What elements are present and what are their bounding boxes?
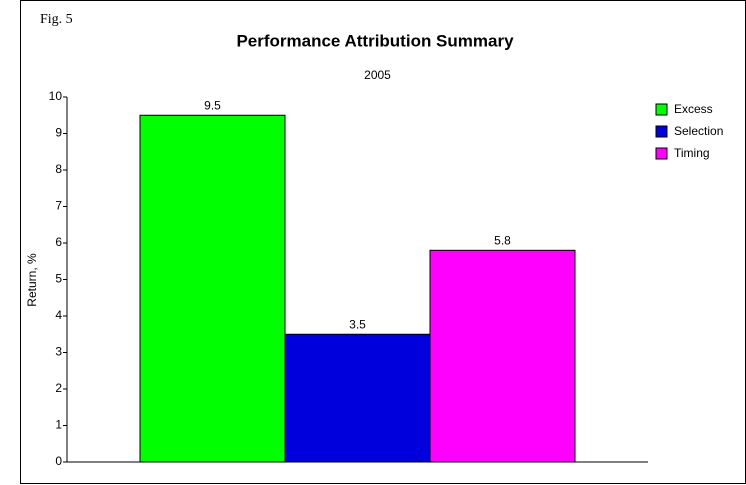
value-label: 3.5 [349,317,366,331]
category-label: 2005 [364,68,391,82]
legend-swatch [655,103,668,116]
y-tick-label: 8 [55,162,62,176]
y-tick-label: 5 [55,272,62,286]
y-axis-label: Return, % [25,253,39,307]
y-tick-label: 10 [49,89,63,103]
legend-swatch [655,147,668,160]
y-tick-label: 3 [55,345,62,359]
figure-label: Fig. 5 [40,12,73,27]
legend-label: Excess [674,102,713,116]
legend-label: Selection [674,124,723,138]
value-label: 5.8 [494,233,511,247]
chart-title: Performance Attribution Summary [236,31,514,50]
y-tick-label: 7 [55,199,62,213]
y-tick-label: 6 [55,235,62,249]
y-tick-label: 1 [55,418,62,432]
y-tick-label: 0 [55,454,62,468]
y-tick-label: 9 [55,126,62,140]
bar [429,249,576,463]
bar [139,114,286,463]
bar [284,333,431,463]
legend-label: Timing [674,146,710,160]
value-label: 9.5 [204,98,221,112]
y-tick-label: 4 [55,308,62,322]
legend-swatch [655,125,668,138]
y-tick-label: 2 [55,381,62,395]
